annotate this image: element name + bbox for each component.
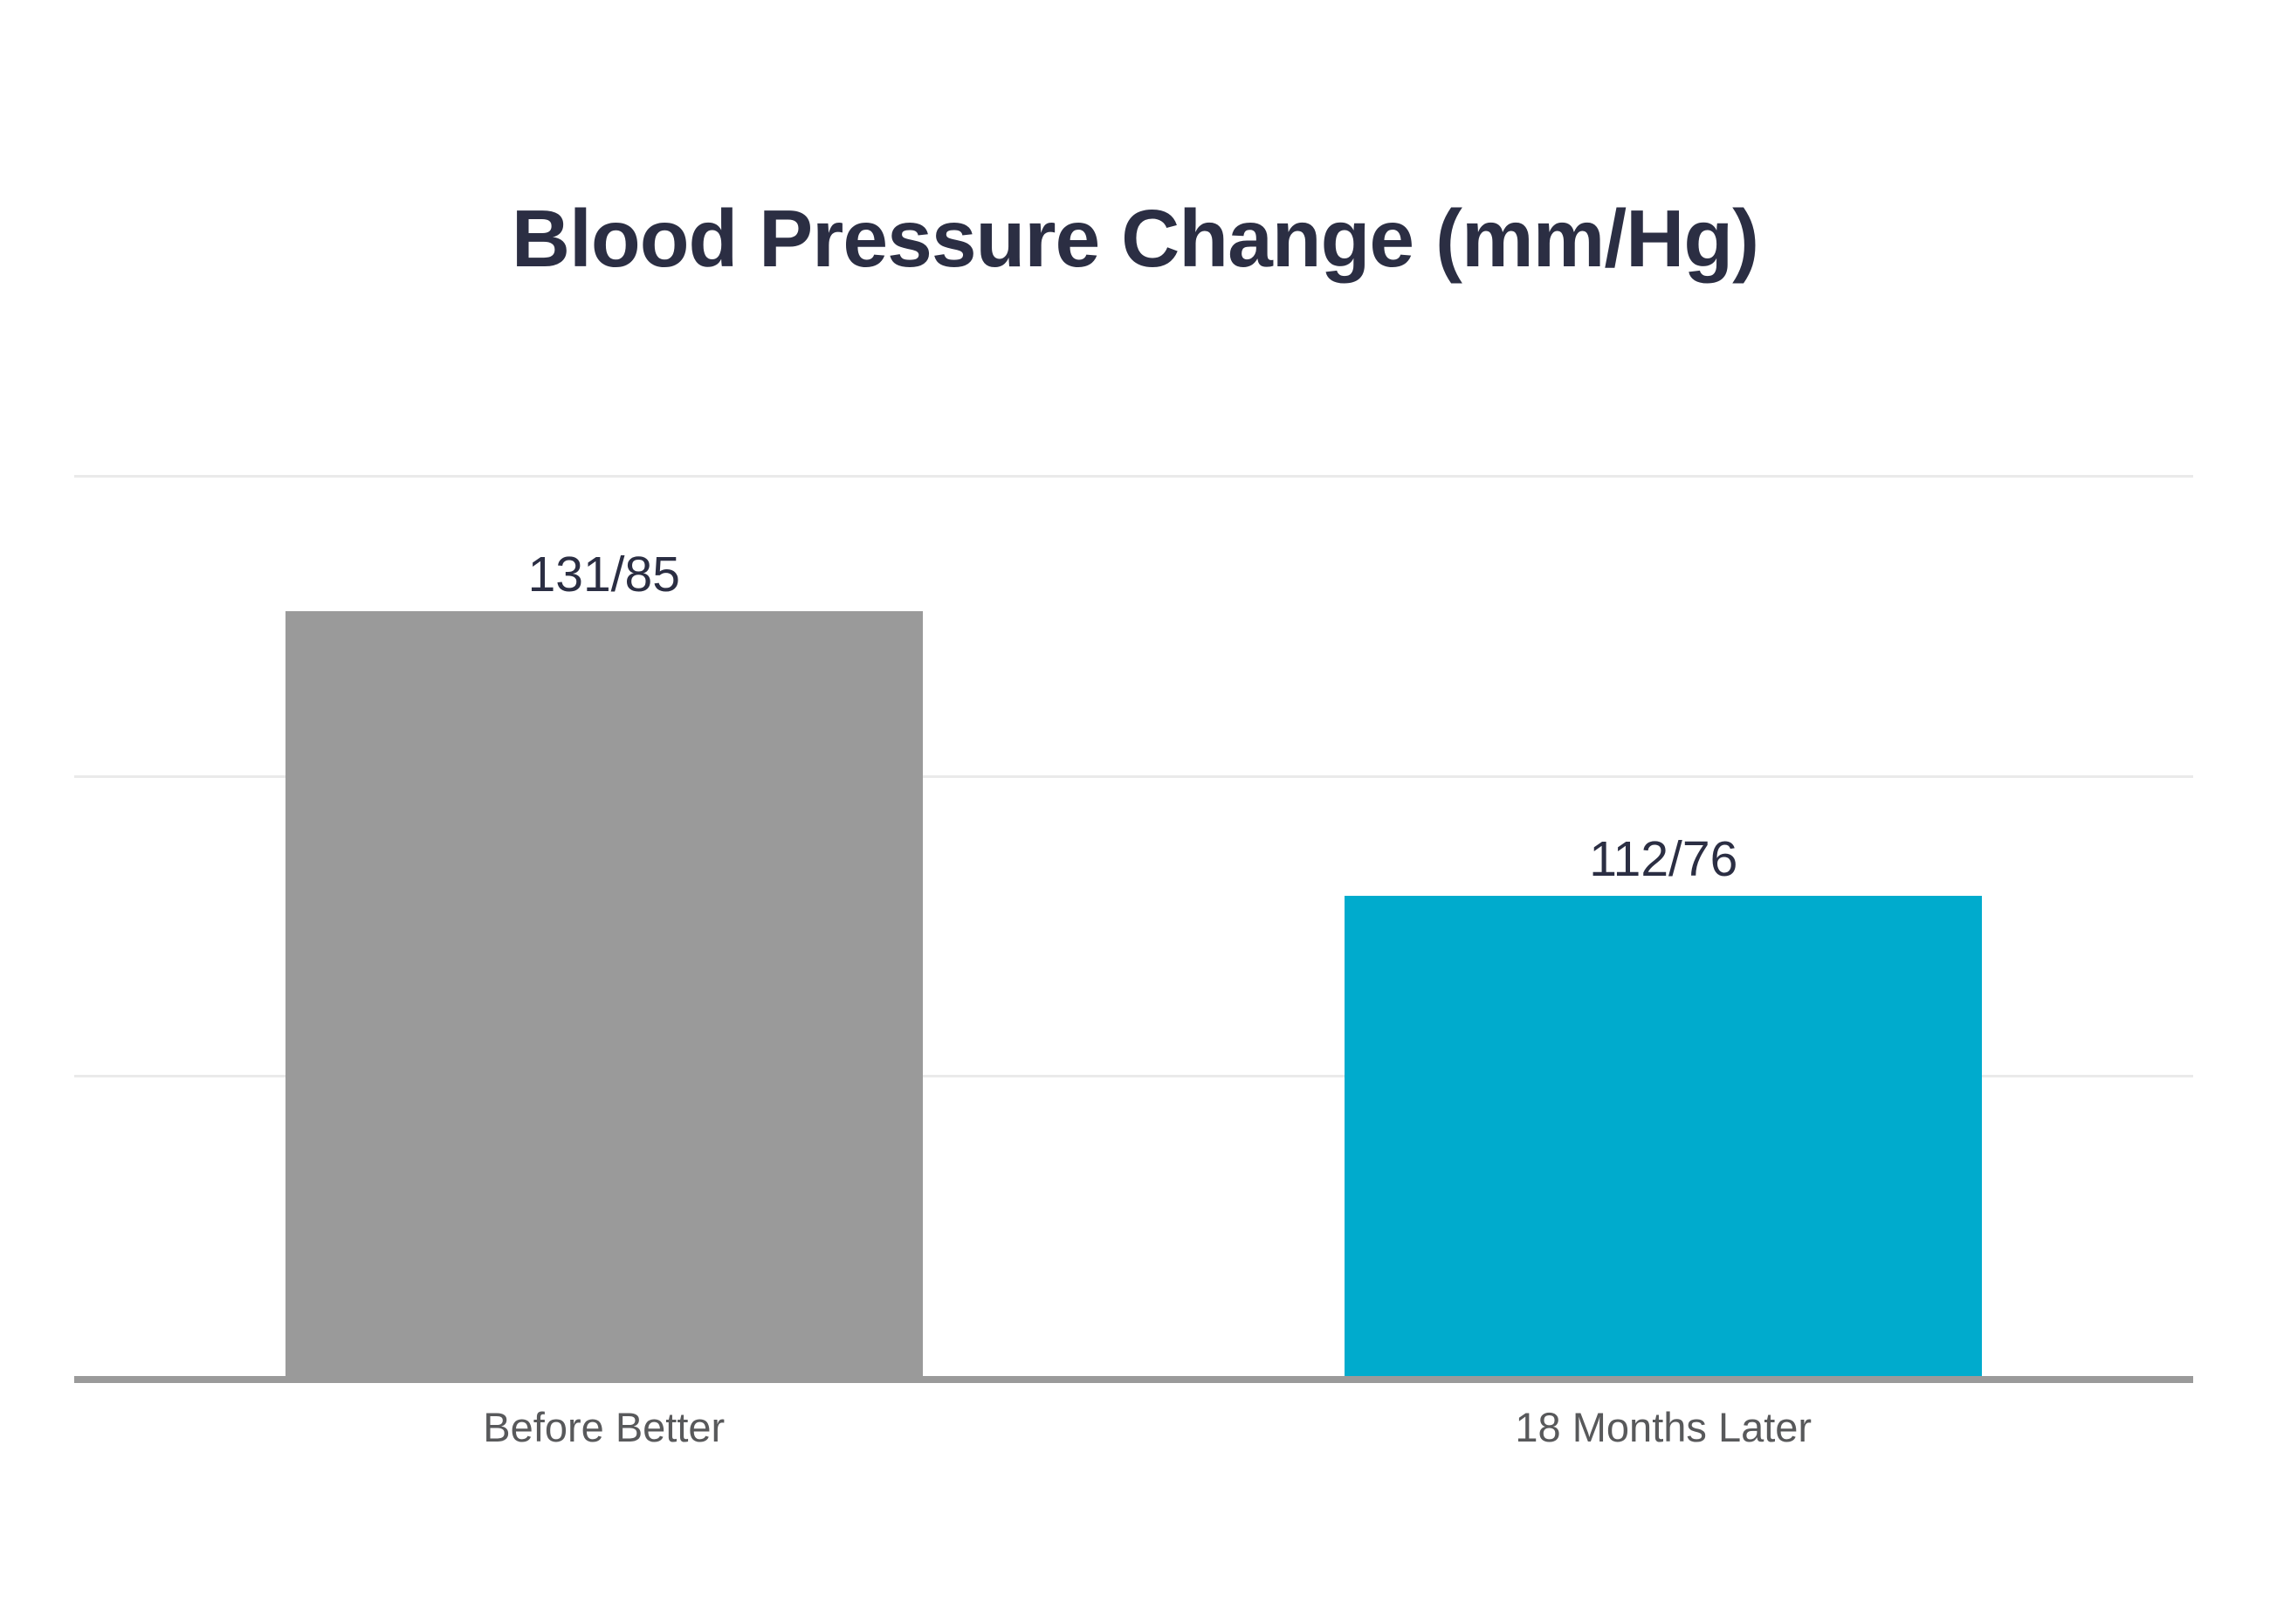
bar-value-label-after: 112/76	[1589, 831, 1738, 888]
chart-title: Blood Pressure Change (mm/Hg)	[511, 193, 1759, 284]
gridline-120	[74, 774, 2193, 778]
bar-before-better	[285, 611, 923, 1376]
gridline-100	[74, 1075, 2193, 1078]
bar-group-after: 112/76	[1345, 831, 1983, 1376]
x-axis-label-before: Before Better	[483, 1404, 726, 1450]
bar-value-label-before: 131/85	[527, 547, 680, 603]
x-axis-line	[74, 1376, 2193, 1383]
bar-18-months-later	[1345, 896, 1983, 1376]
bar-group-before: 131/85	[285, 547, 923, 1376]
plot-area: 131/85 112/76 Before Better 18 Months La…	[74, 475, 2193, 1450]
x-axis-label-after: 18 Months Later	[1515, 1404, 1813, 1450]
gridline-140	[74, 475, 2193, 478]
